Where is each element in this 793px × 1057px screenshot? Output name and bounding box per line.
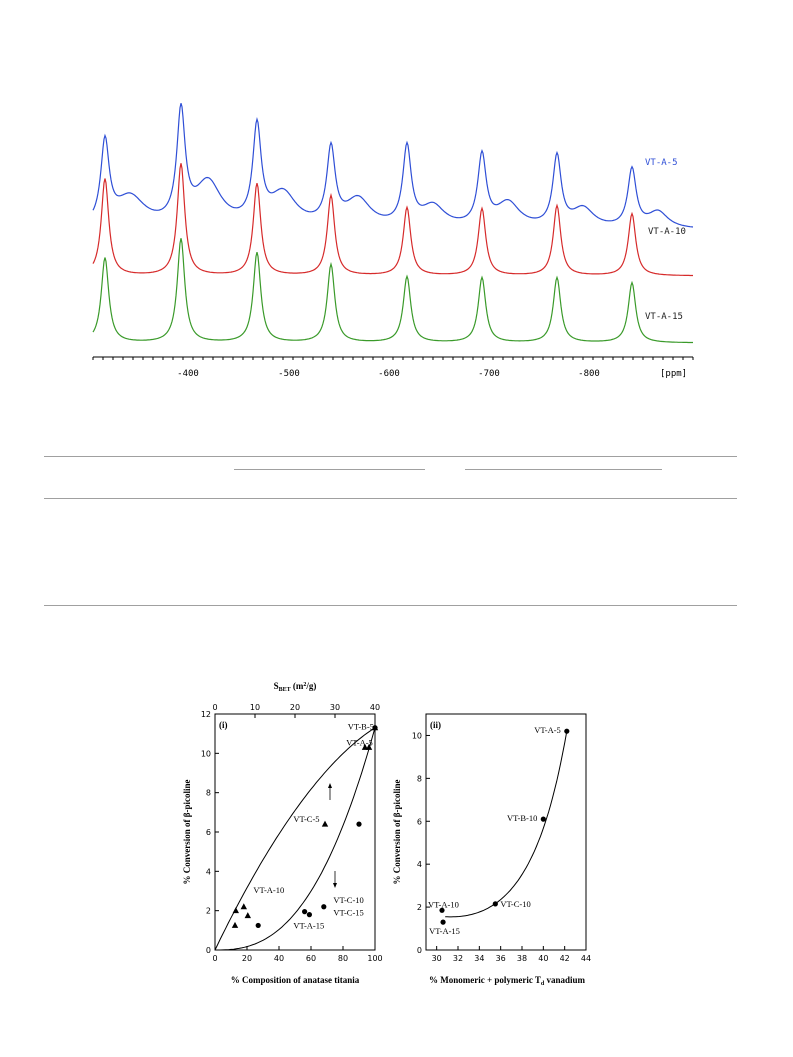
panel-i-circle-point bbox=[302, 909, 308, 915]
panel-ii-x-tick-label: 30 bbox=[432, 954, 442, 963]
panel-i-point-label: VT-A-15 bbox=[293, 920, 324, 930]
panel-ii-x-tick-label: 42 bbox=[560, 954, 570, 963]
panel-i-circle-point bbox=[321, 904, 327, 910]
table-header-rule bbox=[44, 498, 737, 499]
spectrum-trace-vt-a-10 bbox=[92, 163, 693, 277]
ppm-tick-label-700: -700 bbox=[478, 369, 500, 379]
panel-ii-point bbox=[492, 901, 498, 907]
panel-ii-point bbox=[439, 907, 445, 913]
ppm-axis-ticks bbox=[92, 357, 694, 360]
panel-i-y-tick-label: 10 bbox=[201, 749, 211, 758]
panel-ii-point-label: VT-C-10 bbox=[500, 899, 530, 909]
panel-i-top-tick-label: 20 bbox=[290, 703, 300, 712]
panel-ii-point bbox=[540, 816, 546, 822]
panel-i-x-tick-label: 60 bbox=[306, 954, 316, 963]
panel-i-x-axis-label: % Composition of anatase titania bbox=[231, 975, 360, 985]
panel-i-top-axis-label: SBET (m2/g) bbox=[274, 681, 317, 693]
ppm-tick-label-800: -800 bbox=[578, 369, 600, 379]
panel-ii-y-tick-label: 10 bbox=[412, 731, 422, 740]
table-subheader-rule-left bbox=[234, 469, 425, 470]
table-bottom-rule bbox=[44, 605, 737, 606]
panel-i-x-tick-label: 80 bbox=[338, 954, 348, 963]
panel-i-top-tick-label: 30 bbox=[330, 703, 340, 712]
spectrum-label-vt-a-5: VT-A-5 bbox=[645, 158, 678, 168]
ppm-tick-label-500: -500 bbox=[278, 369, 300, 379]
panel-ii-y-tick-label: 0 bbox=[417, 946, 422, 955]
panel-i-circle-point bbox=[306, 912, 312, 918]
panel-i-triangle-point bbox=[232, 907, 239, 914]
panel-i-point-label: VT-A-10 bbox=[253, 885, 284, 895]
panel-i-y-axis-label: % Conversion of β-picoline bbox=[182, 780, 192, 885]
panel-ii-y-tick-label: 8 bbox=[417, 774, 422, 783]
panel-ii-tag: (ii) bbox=[430, 720, 441, 730]
panel-i-point-label: VT-C-15 bbox=[333, 908, 363, 918]
panel-i-x-tick-label: 100 bbox=[367, 954, 382, 963]
panel-ii-fit-curve bbox=[445, 731, 568, 918]
spectrum-trace-vt-a-15 bbox=[92, 238, 693, 344]
panel-ii-point-label: VT-A-5 bbox=[534, 725, 561, 735]
panel-i-y-tick-label: 2 bbox=[206, 907, 211, 916]
table-top-rule bbox=[44, 456, 737, 457]
panel-i-y-tick-label: 6 bbox=[206, 828, 211, 837]
panel-i-y-tick-label: 4 bbox=[206, 867, 211, 876]
panel-ii-x-tick-label: 38 bbox=[517, 954, 527, 963]
chart-panel-ii: (ii) % Monomeric + polymeric Td vanadium… bbox=[392, 713, 591, 987]
table-subheader-rule-right bbox=[465, 469, 662, 470]
panel-ii-x-tick-label: 32 bbox=[453, 954, 463, 963]
panel-i-point-label: VT-A-5 bbox=[346, 737, 373, 747]
panel-i-curve-upper bbox=[214, 727, 376, 951]
panel-i-circle-point bbox=[372, 725, 378, 731]
panel-i-top-tick-label: 10 bbox=[250, 703, 260, 712]
ppm-tick-label-600: -600 bbox=[378, 369, 400, 379]
panel-ii-point-label: VT-A-15 bbox=[429, 926, 460, 936]
panel-i-y-tick-label: 0 bbox=[206, 946, 211, 955]
panel-ii-x-axis-label: % Monomeric + polymeric Td vanadium bbox=[429, 975, 586, 987]
panel-i-y-tick-label: 12 bbox=[201, 710, 211, 719]
panel-i-x-tick-label: 40 bbox=[274, 954, 284, 963]
panel-i-circle-point bbox=[255, 922, 261, 929]
panel-ii-point-label: VT-B-10 bbox=[507, 813, 537, 823]
panel-ii-x-tick-label: 36 bbox=[496, 954, 506, 963]
ppm-tick-label-400: -400 bbox=[177, 369, 199, 379]
panel-i-triangle-point bbox=[244, 912, 251, 919]
panel-i-curve-lower bbox=[215, 727, 376, 951]
panel-ii-y-axis-label: % Conversion of β-picoline bbox=[392, 780, 402, 885]
panel-i-circle-point bbox=[356, 821, 362, 827]
nmr-spectra: VT-A-5 VT-A-10 VT-A-15 -400 -500 -600 -7… bbox=[92, 103, 694, 379]
spectrum-trace-vt-a-5 bbox=[92, 103, 694, 228]
panel-i-top-tick-label: 40 bbox=[370, 703, 380, 712]
panel-i-x-tick-label: 20 bbox=[242, 954, 252, 963]
panel-ii-x-tick-label: 40 bbox=[538, 954, 548, 963]
panel-i-arrow-down bbox=[333, 871, 337, 888]
panel-i-top-tick-label: 0 bbox=[212, 703, 217, 712]
panel-ii-y-tick-label: 6 bbox=[417, 817, 422, 826]
panel-i-point-label: VT-C-5 bbox=[293, 814, 319, 824]
panel-i-arrow-up bbox=[328, 783, 332, 800]
panel-i-y-tick-label: 8 bbox=[206, 789, 211, 798]
panel-i-point-label: VT-C-10 bbox=[333, 895, 363, 905]
panel-i-tag: (i) bbox=[219, 720, 228, 730]
panel-ii-point bbox=[564, 728, 570, 734]
panel-i-x-tick-label: 0 bbox=[212, 954, 217, 963]
panel-i-triangle-point bbox=[321, 820, 329, 827]
panel-i-triangle-point bbox=[231, 921, 239, 928]
chart-panel-i: (i) SBET (m2/g) % Composition of anatase… bbox=[182, 681, 383, 985]
panel-i-point-label: VT-B-5 bbox=[348, 722, 374, 732]
panel-ii-y-tick-label: 4 bbox=[417, 860, 422, 869]
panel-i-triangle-point bbox=[240, 903, 247, 910]
panel-ii-x-tick-label: 34 bbox=[474, 954, 484, 963]
spectrum-label-vt-a-10: VT-A-10 bbox=[648, 227, 686, 237]
panel-ii-x-tick-label: 44 bbox=[581, 954, 591, 963]
spectrum-label-vt-a-15: VT-A-15 bbox=[645, 312, 683, 322]
panel-i-triangle-point bbox=[365, 743, 373, 750]
panel-ii-y-tick-label: 2 bbox=[417, 903, 422, 912]
ppm-unit-label: [ppm] bbox=[660, 369, 687, 379]
panel-ii-frame bbox=[425, 713, 587, 951]
panel-ii-point-label: VT-A-10 bbox=[428, 899, 459, 909]
panel-ii-point bbox=[440, 919, 446, 925]
